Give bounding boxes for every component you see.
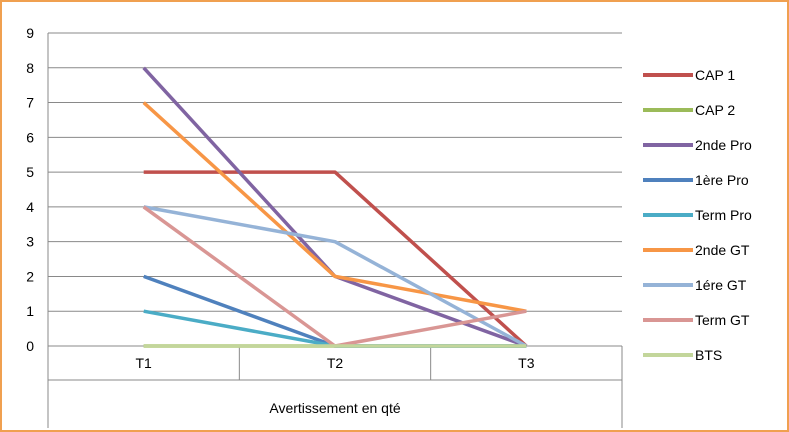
series-line — [143, 170, 528, 348]
legend-label: 2nde GT — [695, 242, 750, 258]
x-tick-label: T1 — [135, 355, 152, 371]
legend-label: BTS — [695, 347, 722, 363]
y-tick-label: 0 — [26, 338, 34, 354]
x-tick-label: T3 — [518, 355, 535, 371]
y-tick-label: 9 — [26, 25, 34, 41]
y-tick-label: 8 — [26, 60, 34, 76]
legend-label: Term GT — [695, 312, 750, 328]
y-tick-label: 7 — [26, 95, 34, 111]
y-tick-label: 2 — [26, 268, 34, 284]
y-tick-label: 6 — [26, 129, 34, 145]
y-tick-label: 1 — [26, 303, 34, 319]
legend-label: 1ère Pro — [695, 172, 749, 188]
x-axis-label: Avertissement en qté — [269, 400, 400, 416]
legend-label: CAP 1 — [695, 67, 735, 83]
legend-label: Term Pro — [695, 207, 752, 223]
y-tick-label: 4 — [26, 199, 34, 215]
y-tick-label: 5 — [26, 164, 34, 180]
legend-label: CAP 2 — [695, 102, 735, 118]
x-tick-label: T2 — [327, 355, 344, 371]
series-line — [143, 205, 528, 348]
legend-label: 2nde Pro — [695, 137, 752, 153]
series-line — [142, 101, 527, 313]
y-tick-label: 3 — [26, 234, 34, 250]
legend-label: 1ére GT — [695, 277, 747, 293]
